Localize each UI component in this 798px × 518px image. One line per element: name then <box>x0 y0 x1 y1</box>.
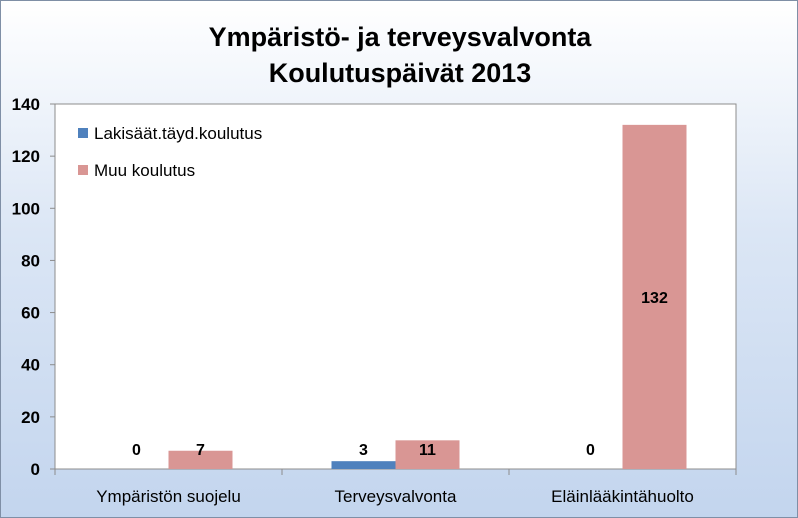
chart-title: Ympäristö- ja terveysvalvonta Koulutuspä… <box>1 19 798 91</box>
y-tick-label: 0 <box>31 460 40 479</box>
legend-swatch <box>78 165 88 175</box>
y-tick-label: 40 <box>21 356 40 375</box>
legend-label: Lakisäät.täyd.koulutus <box>94 124 262 143</box>
y-tick-label: 20 <box>21 408 40 427</box>
y-tick-label: 140 <box>12 95 40 114</box>
data-label: 7 <box>196 442 205 459</box>
chart-title-line1: Ympäristö- ja terveysvalvonta <box>208 22 592 52</box>
bar-muu <box>168 450 233 469</box>
y-tick-label: 100 <box>12 199 40 218</box>
data-label: 0 <box>132 442 141 459</box>
chart-title-line2: Koulutuspäivät 2013 <box>268 58 532 88</box>
y-tick-label: 120 <box>12 147 40 166</box>
data-label: 0 <box>586 442 595 459</box>
bar-lakisaat <box>331 461 396 469</box>
bar-muu <box>395 440 460 469</box>
legend-swatch <box>78 128 88 138</box>
legend-label: Muu koulutus <box>94 161 195 180</box>
y-tick-label: 60 <box>21 304 40 323</box>
data-label: 3 <box>359 442 368 459</box>
data-label: 132 <box>641 290 668 307</box>
x-tick-label: Eläinlääkintähuolto <box>551 487 694 506</box>
x-tick-label: Ympäristön suojelu <box>96 487 241 506</box>
bar-muu <box>622 124 687 469</box>
x-tick-label: Terveysvalvonta <box>335 487 457 506</box>
data-label: 11 <box>419 442 436 459</box>
y-tick-label: 80 <box>21 251 40 270</box>
